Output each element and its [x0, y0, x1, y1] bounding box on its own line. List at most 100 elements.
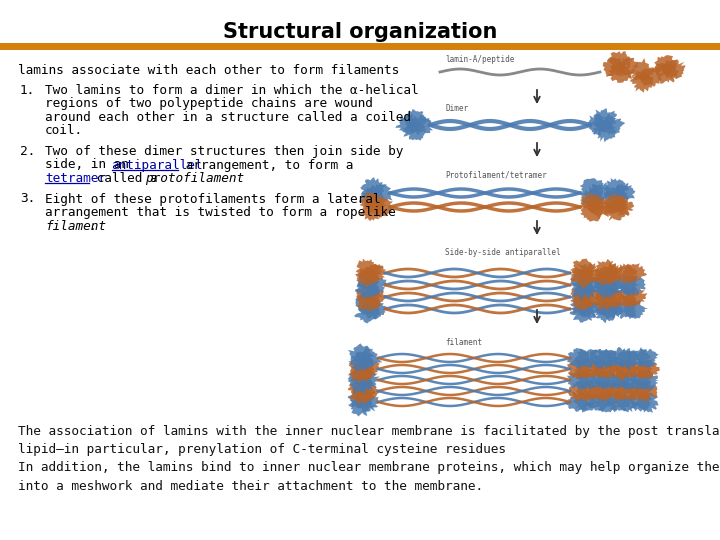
Polygon shape: [355, 267, 381, 287]
Text: regions of two polypeptide chains are wound: regions of two polypeptide chains are wo…: [45, 98, 373, 111]
Polygon shape: [613, 274, 640, 296]
Polygon shape: [626, 347, 651, 367]
Polygon shape: [567, 348, 594, 370]
Polygon shape: [348, 355, 374, 375]
Polygon shape: [348, 395, 376, 417]
Polygon shape: [598, 114, 625, 135]
Text: lipid—in particular, prenylation of C-terminal cysteine residues: lipid—in particular, prenylation of C-te…: [18, 443, 506, 456]
Polygon shape: [355, 392, 379, 412]
Polygon shape: [576, 263, 603, 284]
Polygon shape: [356, 291, 379, 311]
Polygon shape: [592, 108, 617, 130]
Polygon shape: [570, 259, 595, 280]
Polygon shape: [595, 301, 620, 323]
Text: 2.: 2.: [20, 145, 35, 158]
Polygon shape: [362, 287, 388, 308]
Polygon shape: [594, 278, 620, 298]
Text: Dimer: Dimer: [445, 104, 468, 113]
Polygon shape: [612, 348, 638, 370]
Polygon shape: [627, 359, 653, 379]
Polygon shape: [577, 276, 603, 296]
Text: In addition, the lamins bind to inner nuclear membrane proteins, which may help : In addition, the lamins bind to inner nu…: [18, 462, 720, 475]
Polygon shape: [603, 178, 629, 199]
Polygon shape: [585, 195, 614, 219]
Polygon shape: [593, 271, 618, 291]
Polygon shape: [661, 60, 685, 79]
Polygon shape: [613, 393, 639, 413]
Polygon shape: [585, 394, 613, 411]
Polygon shape: [606, 391, 631, 412]
Polygon shape: [608, 347, 631, 368]
Polygon shape: [633, 369, 660, 390]
Text: coil.: coil.: [45, 125, 83, 138]
Polygon shape: [622, 286, 647, 306]
Polygon shape: [567, 360, 593, 379]
Polygon shape: [614, 380, 641, 402]
Text: Structural organization: Structural organization: [222, 22, 498, 42]
Polygon shape: [627, 380, 652, 401]
Polygon shape: [654, 55, 678, 76]
Text: arrangement that is twisted to form a ropelike: arrangement that is twisted to form a ro…: [45, 206, 396, 219]
Polygon shape: [361, 177, 387, 198]
Polygon shape: [407, 115, 433, 135]
Text: called a: called a: [89, 172, 166, 185]
Text: lamin-A/peptide: lamin-A/peptide: [445, 55, 514, 64]
Text: antiparallel: antiparallel: [112, 159, 203, 172]
Polygon shape: [592, 283, 618, 304]
Polygon shape: [355, 278, 379, 299]
Polygon shape: [564, 392, 593, 412]
Polygon shape: [359, 192, 387, 213]
Polygon shape: [588, 359, 611, 378]
Polygon shape: [355, 347, 382, 370]
Polygon shape: [570, 295, 597, 315]
Polygon shape: [348, 374, 373, 394]
Polygon shape: [607, 64, 633, 83]
Polygon shape: [593, 294, 619, 316]
Polygon shape: [627, 58, 654, 82]
Polygon shape: [402, 121, 427, 140]
Polygon shape: [621, 264, 647, 283]
Polygon shape: [595, 349, 619, 369]
Polygon shape: [621, 275, 646, 296]
Polygon shape: [356, 259, 383, 279]
Polygon shape: [600, 299, 624, 320]
Polygon shape: [588, 113, 613, 136]
Polygon shape: [354, 359, 379, 380]
Polygon shape: [348, 362, 374, 383]
Polygon shape: [595, 359, 619, 380]
Polygon shape: [598, 275, 625, 295]
Polygon shape: [628, 370, 651, 390]
Polygon shape: [361, 298, 387, 320]
Polygon shape: [613, 57, 639, 78]
Polygon shape: [588, 182, 613, 205]
Polygon shape: [603, 186, 629, 207]
Polygon shape: [349, 384, 374, 405]
Text: around each other in a structure called a coiled: around each other in a structure called …: [45, 111, 411, 124]
Polygon shape: [580, 193, 606, 213]
Polygon shape: [362, 275, 387, 295]
Polygon shape: [573, 392, 598, 413]
Polygon shape: [570, 290, 595, 310]
Polygon shape: [362, 264, 387, 283]
Polygon shape: [575, 370, 600, 390]
Polygon shape: [356, 282, 383, 303]
Polygon shape: [348, 343, 374, 365]
Polygon shape: [356, 271, 379, 292]
Polygon shape: [608, 51, 632, 71]
Polygon shape: [570, 300, 596, 323]
Polygon shape: [599, 262, 624, 282]
Polygon shape: [352, 381, 379, 401]
Polygon shape: [355, 369, 380, 390]
Polygon shape: [606, 370, 632, 389]
Polygon shape: [587, 381, 612, 401]
Polygon shape: [576, 381, 598, 402]
Polygon shape: [568, 381, 590, 401]
Text: filament: filament: [445, 338, 482, 347]
Polygon shape: [567, 369, 591, 390]
Polygon shape: [608, 357, 632, 382]
Polygon shape: [603, 57, 626, 77]
Polygon shape: [348, 366, 373, 387]
Polygon shape: [610, 183, 636, 202]
Text: .: .: [89, 219, 97, 233]
Polygon shape: [595, 381, 618, 402]
